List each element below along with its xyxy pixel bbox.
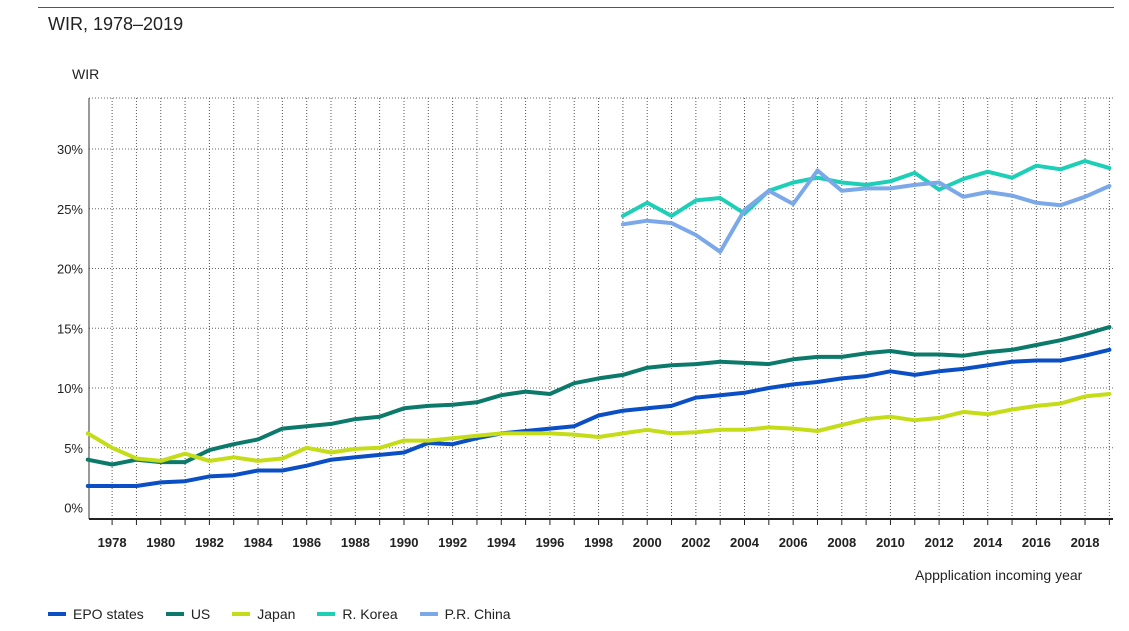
x-tick-label: 2016 xyxy=(1022,535,1051,550)
y-axis-title: WIR xyxy=(72,66,100,82)
x-tick-label: 2012 xyxy=(925,535,954,550)
legend-label: Japan xyxy=(257,606,296,622)
top-rule xyxy=(38,7,1114,8)
x-tick-label: 1986 xyxy=(292,535,321,550)
legend-item: EPO states xyxy=(48,606,144,622)
legend-swatch xyxy=(419,612,438,616)
chart-title: WIR, 1978–2019 xyxy=(48,14,184,34)
legend-label: US xyxy=(190,606,211,622)
series-line-p-r-china xyxy=(620,168,1112,254)
x-tick-label: 2002 xyxy=(681,535,710,550)
x-tick-label: 2010 xyxy=(876,535,905,550)
legend-label: P.R. China xyxy=(444,606,511,622)
series-line-us xyxy=(85,325,1112,467)
y-tick-label: 20% xyxy=(57,262,83,277)
x-axis-title: Appplication incoming year xyxy=(915,567,1083,583)
x-tick-label: 1984 xyxy=(244,535,274,550)
y-tick-label: 0% xyxy=(64,501,83,516)
series-line-r-korea xyxy=(620,159,1112,218)
series-line-epo-states xyxy=(85,347,1112,488)
grid-layer xyxy=(89,97,1113,519)
x-tick-label: 1992 xyxy=(438,535,467,550)
x-tick-label: 1990 xyxy=(390,535,419,550)
legend-item: R. Korea xyxy=(317,606,398,622)
x-tick-label: 1980 xyxy=(146,535,175,550)
legend-swatch xyxy=(317,612,336,616)
y-tick-label: 25% xyxy=(57,202,83,217)
x-tick-label: 2018 xyxy=(1071,535,1100,550)
x-tick-label: 1978 xyxy=(98,535,127,550)
x-tick-label: 2014 xyxy=(973,535,1003,550)
line-chart: 0% 5% 10% 15% 20% 25% 30% 1978 1980 1982 1984 1986 1… xyxy=(57,97,1113,550)
x-tick-label: 1996 xyxy=(535,535,564,550)
legend-item: P.R. China xyxy=(419,606,511,622)
legend-swatch xyxy=(232,612,251,616)
legend-swatch xyxy=(165,612,184,616)
x-tick-label: 1982 xyxy=(195,535,224,550)
legend-label: R. Korea xyxy=(342,606,398,622)
x-tick-label: 1988 xyxy=(341,535,370,550)
x-tick-label: 2004 xyxy=(730,535,760,550)
x-tick-label: 1994 xyxy=(487,535,517,550)
legend: EPO states US Japan R. Korea P.R. China xyxy=(48,606,533,622)
x-tick-label: 2000 xyxy=(633,535,662,550)
x-tick-label: 2006 xyxy=(779,535,808,550)
y-tick-label: 30% xyxy=(57,142,83,157)
x-tick-label: 1998 xyxy=(584,535,613,550)
legend-item: US xyxy=(165,606,211,622)
y-tick-label: 15% xyxy=(57,321,83,336)
legend-item: Japan xyxy=(232,606,295,622)
x-tick-label: 2008 xyxy=(827,535,856,550)
legend-swatch xyxy=(48,612,66,616)
legend-label: EPO states xyxy=(73,606,144,622)
series-line-japan xyxy=(85,392,1112,463)
y-tick-label: 10% xyxy=(57,381,83,396)
y-tick-label: 5% xyxy=(64,441,83,456)
series-layer xyxy=(85,159,1112,488)
axis-layer: 0% 5% 10% 15% 20% 25% 30% 1978 1980 1982 1984 1986 1… xyxy=(57,98,1113,550)
